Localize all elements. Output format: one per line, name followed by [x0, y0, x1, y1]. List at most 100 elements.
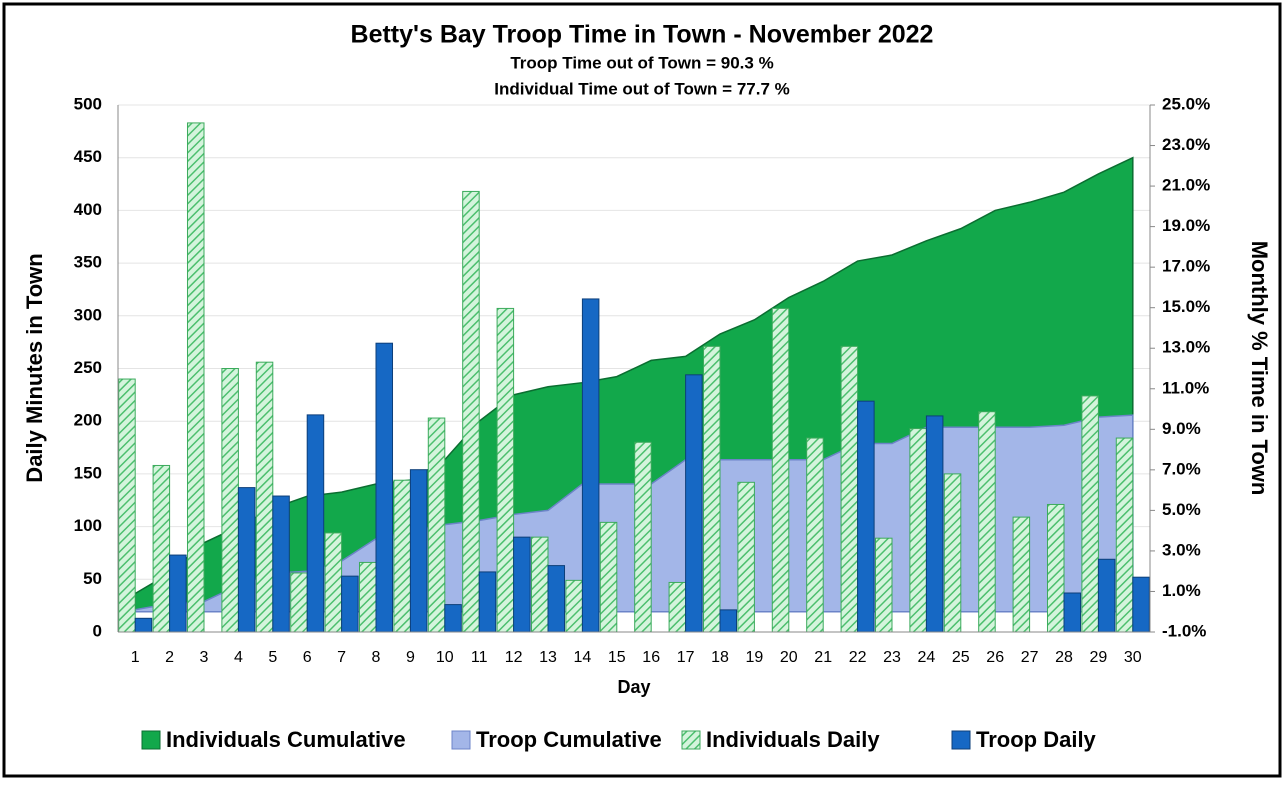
y-tick-label: 50 [83, 569, 102, 588]
bar [530, 536, 549, 633]
x-tick-label: 6 [303, 649, 312, 666]
bar [1097, 558, 1116, 633]
legend-label: Troop Cumulative [476, 727, 662, 752]
bar [909, 428, 927, 633]
bar [840, 345, 859, 633]
y2-tick-label: 23.0% [1162, 135, 1210, 154]
x-tick-label: 27 [1021, 649, 1039, 666]
bar [324, 532, 343, 633]
bar [547, 565, 566, 633]
bar [134, 617, 153, 633]
bar [272, 495, 290, 633]
legend-item: Troop Daily [951, 727, 1097, 752]
bar [581, 298, 600, 633]
legend-label: Individuals Cumulative [166, 727, 406, 752]
x-tick-label: 24 [918, 649, 936, 666]
y2-tick-label: 13.0% [1162, 338, 1210, 357]
x-tick-label: 1 [131, 649, 140, 666]
legend-swatch [451, 730, 471, 750]
y2-tick-label: 15.0% [1162, 297, 1210, 316]
y2-tick-label: 5.0% [1162, 500, 1201, 519]
y2-tick-label: 7.0% [1162, 459, 1201, 478]
bar [737, 481, 755, 633]
bar [237, 487, 256, 633]
bar [427, 417, 446, 633]
legend-label: Individuals Daily [706, 727, 880, 752]
subtitle: Individual Time out of Town = 77.7 % [494, 79, 790, 98]
bar [978, 411, 996, 633]
x-tick-label: 22 [849, 649, 867, 666]
x-tick-label: 9 [406, 649, 415, 666]
bar [375, 342, 394, 633]
y-tick-label: 250 [74, 358, 102, 377]
y-tick-label: 0 [93, 621, 102, 640]
x-tick-label: 25 [952, 649, 970, 666]
x-tick-label: 4 [234, 649, 243, 666]
y2-tick-label: 19.0% [1162, 216, 1210, 235]
x-tick-label: 2 [165, 649, 174, 666]
bar [1115, 437, 1134, 633]
x-tick-label: 14 [574, 649, 592, 666]
bar [496, 307, 515, 633]
y-tick-label: 500 [74, 94, 102, 113]
x-tick-label: 18 [711, 649, 729, 666]
bar [565, 579, 583, 633]
bar [702, 345, 721, 633]
x-tick-label: 26 [986, 649, 1004, 666]
bar [478, 571, 497, 633]
x-tick-label: 21 [814, 649, 832, 666]
y-tick-label: 450 [74, 147, 102, 166]
y-tick-label: 300 [74, 305, 102, 324]
bar [634, 441, 652, 633]
y2-tick-label: 1.0% [1162, 581, 1201, 600]
x-tick-label: 3 [200, 649, 209, 666]
bar [874, 537, 893, 633]
y2-axis-title: Monthly % Time in Town [1247, 241, 1272, 496]
bar [668, 581, 687, 633]
bar [341, 575, 359, 633]
y2-tick-label: 9.0% [1162, 419, 1201, 438]
x-tick-label: 30 [1124, 649, 1142, 666]
y-tick-label: 400 [74, 200, 102, 219]
y2-tick-label: -1.0% [1162, 621, 1206, 640]
x-axis-title: Day [617, 677, 650, 697]
x-tick-label: 28 [1055, 649, 1073, 666]
bar [599, 521, 618, 633]
x-tick-label: 16 [642, 649, 660, 666]
bar [513, 536, 531, 633]
y-tick-label: 100 [74, 516, 102, 535]
bar [462, 190, 480, 633]
y-tick-label: 150 [74, 463, 102, 482]
legend-item: Troop Cumulative [451, 727, 662, 752]
bar [306, 414, 325, 633]
bar [1132, 576, 1150, 633]
x-tick-label: 19 [746, 649, 764, 666]
x-tick-label: 23 [883, 649, 901, 666]
bar [118, 378, 136, 633]
bar [444, 604, 462, 633]
subtitle: Troop Time out of Town = 90.3 % [510, 53, 773, 72]
x-tick-label: 8 [372, 649, 381, 666]
y-tick-label: 350 [74, 253, 102, 272]
bar [221, 368, 239, 633]
x-tick-label: 11 [471, 649, 488, 666]
x-tick-label: 17 [677, 649, 695, 666]
bar [719, 609, 738, 633]
x-tick-label: 20 [780, 649, 798, 666]
y2-tick-label: 17.0% [1162, 257, 1210, 276]
bar [152, 464, 171, 633]
bar [255, 361, 274, 633]
x-tick-label: 7 [337, 649, 346, 666]
y2-tick-label: 21.0% [1162, 176, 1210, 195]
legend-swatch [951, 730, 971, 750]
y2-tick-label: 11.0% [1162, 378, 1209, 397]
legend-swatch [681, 730, 701, 750]
y2-tick-label: 25.0% [1162, 94, 1210, 113]
x-tick-label: 10 [436, 649, 454, 666]
legend-item: Individuals Daily [681, 727, 880, 752]
bar [925, 415, 944, 633]
bar [1046, 503, 1065, 633]
bar [393, 479, 411, 633]
